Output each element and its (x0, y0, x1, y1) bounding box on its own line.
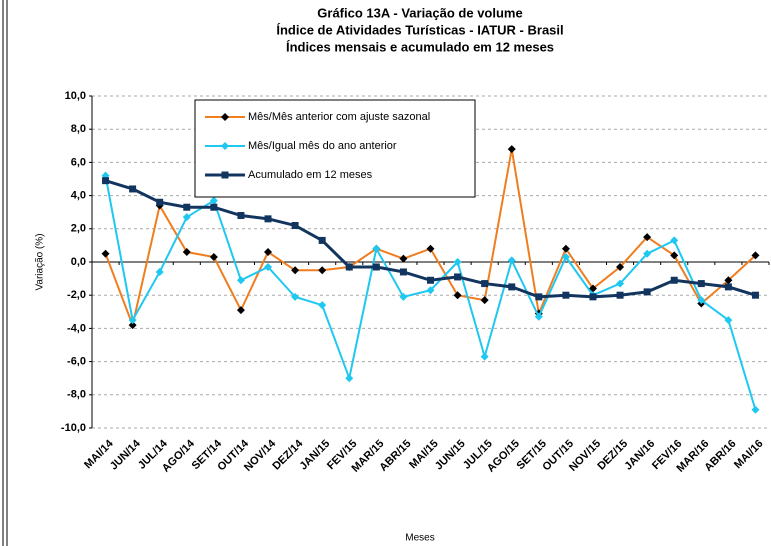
marker (697, 280, 705, 288)
y-tick-label: 10,0 (65, 90, 86, 102)
chart-title: Índices mensais e acumulado em 12 meses (286, 39, 554, 54)
marker (616, 262, 625, 271)
y-tick-label: -6,0 (67, 356, 86, 368)
marker (399, 268, 407, 276)
marker (318, 236, 326, 244)
legend-marker (221, 142, 229, 150)
marker (508, 283, 516, 291)
marker (236, 306, 245, 315)
marker (399, 254, 408, 263)
marker (345, 263, 353, 271)
marker (209, 196, 218, 205)
marker (264, 248, 273, 257)
marker (507, 256, 516, 265)
y-tick-label: 8,0 (71, 123, 86, 135)
marker (183, 203, 191, 211)
y-tick-label: 0,0 (71, 256, 86, 268)
marker (643, 249, 652, 258)
chart-title: Gráfico 13A - Variação de volume (317, 5, 522, 20)
y-tick-label: -2,0 (67, 289, 86, 301)
marker (454, 273, 462, 281)
marker (534, 312, 543, 321)
y-tick-label: 4,0 (71, 190, 86, 202)
marker (291, 292, 300, 301)
marker (507, 145, 516, 154)
marker (372, 244, 381, 253)
marker (751, 251, 760, 260)
marker (480, 296, 489, 305)
marker (643, 233, 652, 242)
marker (236, 276, 245, 285)
y-axis-label: Variação (%) (35, 233, 46, 290)
marker (616, 279, 625, 288)
legend-label: Mês/Mês anterior com ajuste sazonal (248, 111, 430, 123)
marker (670, 251, 679, 260)
marker (697, 296, 706, 305)
marker (453, 258, 462, 266)
marker (588, 284, 597, 293)
legend-label: Mês/Igual mês do ano anterior (248, 140, 397, 152)
legend-marker (221, 171, 229, 179)
marker (210, 203, 218, 211)
chart-title: Índice de Atividades Turísticas - IATUR … (276, 22, 563, 37)
marker (264, 262, 273, 271)
marker (345, 374, 354, 383)
marker (129, 185, 137, 193)
marker (372, 263, 380, 271)
legend: Mês/Mês anterior com ajuste sazonal Mês/I… (194, 99, 476, 198)
marker (264, 215, 272, 223)
marker (101, 249, 110, 258)
marker (291, 266, 300, 275)
marker (427, 276, 434, 284)
marker (589, 293, 597, 301)
marker (128, 316, 137, 325)
marker (318, 301, 327, 310)
marker (480, 352, 489, 361)
marker (724, 283, 732, 291)
marker (156, 198, 164, 206)
y-tick-label: -8,0 (67, 389, 86, 401)
marker (561, 244, 570, 253)
marker (155, 267, 164, 276)
marker (481, 280, 489, 288)
marker (399, 292, 408, 301)
y-tick-label: -4,0 (67, 322, 86, 334)
x-axis-label: Meses (405, 533, 434, 544)
legend-label: Acumulado em 12 meses (248, 169, 373, 181)
y-tick-label: -10,0 (61, 422, 86, 434)
marker (643, 288, 651, 296)
marker (318, 266, 327, 275)
marker (182, 213, 191, 222)
y-tick-label: 6,0 (71, 156, 86, 168)
marker (670, 276, 678, 284)
marker (426, 244, 435, 253)
marker (751, 291, 759, 299)
marker (616, 291, 624, 299)
marker (237, 212, 245, 220)
marker (128, 321, 137, 330)
marker (102, 177, 110, 185)
y-tick-label: 2,0 (71, 223, 86, 235)
marker (453, 291, 462, 300)
marker (724, 316, 733, 325)
marker (426, 286, 435, 295)
marker (751, 405, 760, 414)
marker (562, 291, 570, 299)
marker (291, 221, 299, 229)
marker (670, 236, 679, 245)
marker (724, 276, 733, 285)
marker (535, 293, 543, 301)
legend-marker (221, 113, 229, 121)
marker (209, 253, 218, 262)
marker (561, 253, 570, 262)
marker (182, 248, 191, 257)
